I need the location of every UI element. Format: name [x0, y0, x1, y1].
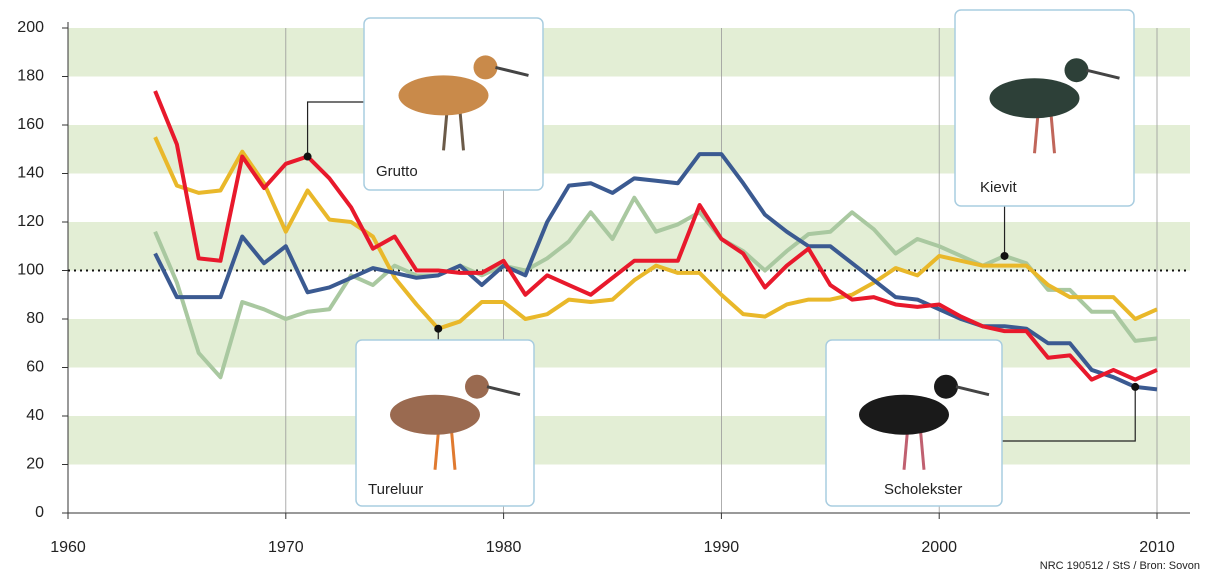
y-tick-label: 0 — [35, 504, 44, 521]
x-tick-label: 1990 — [704, 539, 740, 556]
x-tick-label: 2010 — [1139, 539, 1175, 556]
callout-line — [306, 101, 364, 157]
bird-label: Tureluur — [368, 481, 423, 498]
callout-dot — [303, 152, 312, 161]
y-tick-label: 200 — [17, 19, 44, 36]
bird-body — [859, 394, 949, 435]
bird-body — [398, 75, 489, 116]
x-tick-label: 1980 — [486, 539, 522, 556]
series-line — [153, 90, 1158, 382]
series-line — [153, 195, 1158, 380]
bird-head — [1064, 58, 1089, 83]
x-tick-label: 1970 — [268, 539, 304, 556]
y-tick-label: 80 — [26, 310, 44, 327]
y-tick-label: 20 — [26, 456, 44, 473]
bird-head — [934, 374, 958, 399]
y-tick-label: 60 — [26, 359, 44, 376]
bird-body — [989, 78, 1080, 119]
x-tick-label: 1960 — [50, 539, 86, 556]
callout-line — [1002, 386, 1136, 442]
bird-label: Kievit — [980, 179, 1018, 196]
callout-dot — [434, 324, 443, 333]
y-tick-label: 160 — [17, 116, 44, 133]
bird-beak — [495, 65, 529, 77]
bird-head — [473, 55, 498, 80]
bird-body — [390, 394, 480, 435]
y-tick-label: 40 — [26, 407, 44, 424]
y-tick-label: 100 — [17, 262, 44, 279]
bird-head — [465, 374, 489, 399]
y-tick-label: 140 — [17, 165, 44, 182]
callout-dot — [1131, 382, 1140, 391]
series-line — [153, 136, 1158, 331]
x-tick-label: 2000 — [921, 539, 957, 556]
y-tick-label: 120 — [17, 213, 44, 230]
y-tick-label: 180 — [17, 68, 44, 85]
bird-label: Grutto — [376, 163, 418, 180]
bird-label: Scholekster — [884, 481, 962, 498]
source: NRC 190512 / StS / Bron: Sovon — [1040, 560, 1200, 572]
bird-beak — [486, 385, 521, 397]
bird-beak — [1086, 68, 1120, 80]
bird-beak — [955, 385, 990, 397]
band — [68, 416, 1190, 465]
callout-dot — [1000, 251, 1009, 260]
